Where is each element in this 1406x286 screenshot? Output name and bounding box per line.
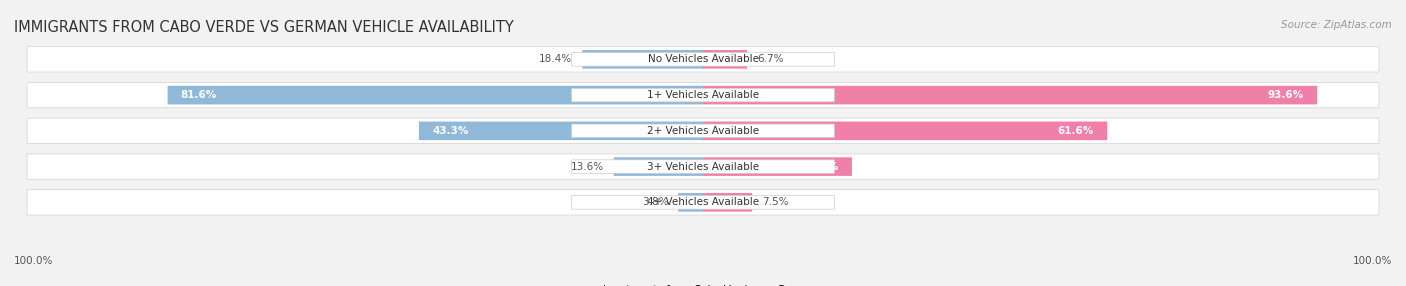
FancyBboxPatch shape bbox=[572, 88, 834, 102]
Text: IMMIGRANTS FROM CABO VERDE VS GERMAN VEHICLE AVAILABILITY: IMMIGRANTS FROM CABO VERDE VS GERMAN VEH… bbox=[14, 20, 513, 35]
Text: 81.6%: 81.6% bbox=[181, 90, 217, 100]
FancyBboxPatch shape bbox=[27, 154, 1379, 179]
Legend: Immigrants from Cabo Verde, German: Immigrants from Cabo Verde, German bbox=[583, 281, 823, 286]
FancyBboxPatch shape bbox=[27, 190, 1379, 215]
Text: 6.7%: 6.7% bbox=[756, 54, 783, 64]
FancyBboxPatch shape bbox=[27, 82, 1379, 108]
FancyBboxPatch shape bbox=[572, 160, 834, 173]
Text: 2+ Vehicles Available: 2+ Vehicles Available bbox=[647, 126, 759, 136]
FancyBboxPatch shape bbox=[572, 196, 834, 209]
Text: 3+ Vehicles Available: 3+ Vehicles Available bbox=[647, 162, 759, 172]
FancyBboxPatch shape bbox=[703, 193, 752, 212]
FancyBboxPatch shape bbox=[678, 193, 703, 212]
Text: 18.4%: 18.4% bbox=[540, 54, 572, 64]
FancyBboxPatch shape bbox=[27, 47, 1379, 72]
FancyBboxPatch shape bbox=[27, 118, 1379, 144]
FancyBboxPatch shape bbox=[582, 50, 703, 69]
Text: 93.6%: 93.6% bbox=[1268, 90, 1303, 100]
Text: 100.0%: 100.0% bbox=[1353, 256, 1392, 266]
FancyBboxPatch shape bbox=[703, 50, 747, 69]
Text: 61.6%: 61.6% bbox=[1057, 126, 1094, 136]
Text: 22.7%: 22.7% bbox=[803, 162, 839, 172]
Text: 13.6%: 13.6% bbox=[571, 162, 605, 172]
FancyBboxPatch shape bbox=[703, 122, 1107, 140]
FancyBboxPatch shape bbox=[167, 86, 703, 104]
FancyBboxPatch shape bbox=[614, 157, 703, 176]
Text: 1+ Vehicles Available: 1+ Vehicles Available bbox=[647, 90, 759, 100]
FancyBboxPatch shape bbox=[703, 157, 852, 176]
FancyBboxPatch shape bbox=[572, 124, 834, 138]
Text: 7.5%: 7.5% bbox=[762, 197, 789, 207]
Text: Source: ZipAtlas.com: Source: ZipAtlas.com bbox=[1281, 20, 1392, 30]
FancyBboxPatch shape bbox=[703, 86, 1317, 104]
FancyBboxPatch shape bbox=[419, 122, 703, 140]
Text: No Vehicles Available: No Vehicles Available bbox=[648, 54, 758, 64]
FancyBboxPatch shape bbox=[572, 53, 834, 66]
Text: 4+ Vehicles Available: 4+ Vehicles Available bbox=[647, 197, 759, 207]
Text: 100.0%: 100.0% bbox=[14, 256, 53, 266]
Text: 43.3%: 43.3% bbox=[432, 126, 468, 136]
Text: 3.8%: 3.8% bbox=[641, 197, 668, 207]
